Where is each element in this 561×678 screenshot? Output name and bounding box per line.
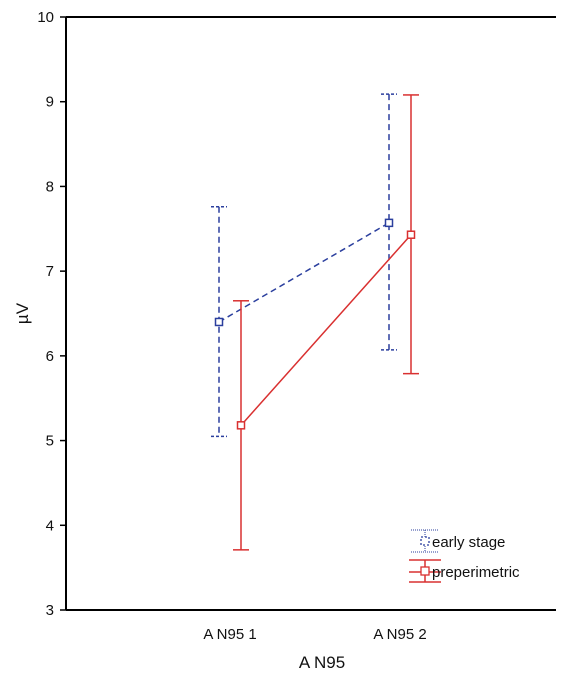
- legend-item-preperimetric: preperimetric: [409, 559, 520, 583]
- legend-label: preperimetric: [432, 564, 520, 581]
- legend-swatch-marker: [420, 536, 430, 546]
- series-line: [240, 234, 412, 426]
- x-tick-label: A N95 2: [373, 626, 426, 643]
- y-axis: 3 4 5 6 7 8 9 10: [37, 9, 66, 619]
- legend-item-early-stage: early stage: [411, 529, 505, 553]
- series-preperimetric: [233, 94, 419, 551]
- plot-area-frame: [65, 16, 556, 611]
- series-layer: [211, 93, 419, 551]
- legend-swatch-marker: [420, 566, 430, 576]
- data-point: [406, 230, 416, 239]
- series-early-stage: [211, 93, 397, 438]
- y-tick-label: 4: [46, 517, 54, 534]
- y-tick-label: 10: [37, 9, 54, 26]
- y-tick-label: 3: [46, 602, 54, 619]
- y-tick-label: 8: [46, 178, 54, 195]
- y-axis-title: µV: [13, 302, 32, 324]
- data-point: [384, 218, 394, 228]
- x-tick-label: A N95 1: [203, 626, 256, 643]
- data-point: [214, 317, 224, 327]
- y-tick-label: 5: [46, 433, 54, 450]
- series-line: [218, 222, 390, 323]
- legend: early stage preperimetric: [409, 529, 520, 583]
- y-tick-label: 9: [46, 94, 54, 111]
- x-axis-title: A N95: [299, 653, 345, 672]
- data-point: [236, 421, 246, 430]
- y-tick-label: 6: [46, 348, 54, 365]
- legend-label: early stage: [432, 534, 505, 551]
- y-tick-label: 7: [46, 263, 54, 280]
- x-axis: A N95 1 A N95 2: [203, 626, 426, 643]
